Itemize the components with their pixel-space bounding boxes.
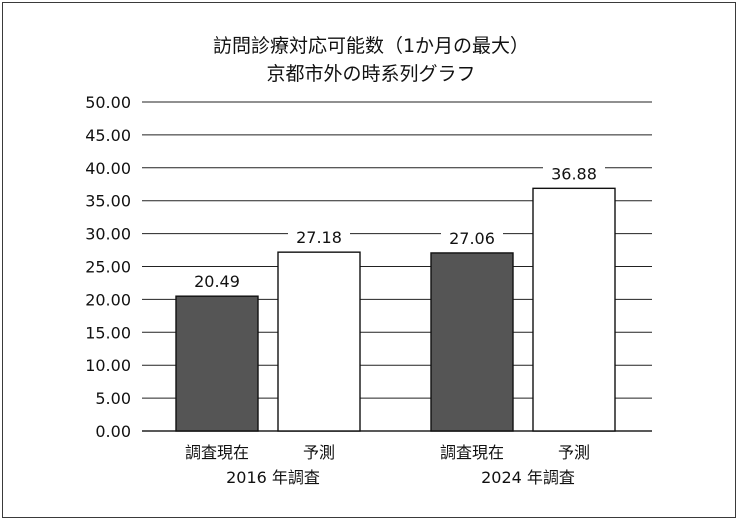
- data-label-bg: [186, 271, 248, 292]
- x-tick-label: 調査現在: [185, 443, 249, 462]
- y-tick-label: 25.00: [85, 258, 131, 277]
- y-tick-label: 45.00: [85, 126, 131, 145]
- y-tick-label: 30.00: [85, 225, 131, 244]
- data-label-bg: [288, 227, 350, 248]
- y-tick-label: 10.00: [85, 356, 131, 375]
- plot-area: 0.00 5.00 10.00 15.00 20.00 25.00 30.00 35.00 40…: [85, 93, 652, 487]
- y-tick-label: 5.00: [95, 389, 131, 408]
- bar-1-1: [175, 295, 259, 432]
- group-label: 2016 年調査: [226, 468, 320, 487]
- group-label: 2024 年調査: [481, 468, 575, 487]
- y-tick-label: 20.00: [85, 290, 131, 309]
- chart-title-line-1: 訪問診療対応可能数（1か月の最大）: [213, 35, 529, 57]
- chart-title-line-2: 京都市外の時系列グラフ: [266, 63, 475, 85]
- bar-1-2: [277, 251, 361, 432]
- x-tick-label: 予測: [303, 443, 335, 462]
- y-tick-label: 40.00: [85, 159, 131, 178]
- bar-2-1: [430, 252, 514, 432]
- data-label-bg: [543, 163, 605, 184]
- data-label-bg: [441, 227, 503, 248]
- x-tick-label: 調査現在: [440, 443, 504, 462]
- y-tick-label: 0.00: [95, 422, 131, 441]
- bar-2-2: [532, 187, 616, 432]
- y-tick-label: 15.00: [85, 323, 131, 342]
- data-label: 27.18: [296, 228, 342, 247]
- x-tick-label: 予測: [558, 443, 590, 462]
- data-label: 27.06: [449, 229, 495, 248]
- data-label: 20.49: [194, 272, 240, 291]
- y-tick-label: 50.00: [85, 93, 131, 112]
- data-label: 36.88: [551, 164, 597, 183]
- y-tick-label: 35.00: [85, 192, 131, 211]
